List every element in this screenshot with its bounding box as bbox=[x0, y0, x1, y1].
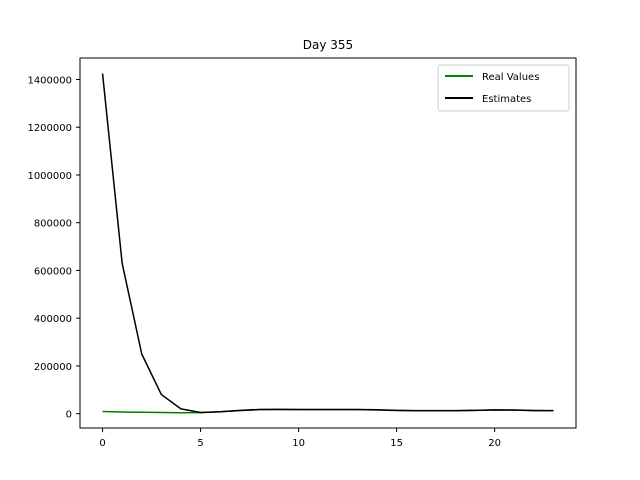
x-tick-label: 20 bbox=[488, 438, 501, 449]
y-tick-label: 800000 bbox=[34, 219, 72, 230]
x-tick-label: 5 bbox=[197, 438, 203, 449]
x-tick-label: 10 bbox=[292, 438, 305, 449]
y-tick-label: 400000 bbox=[34, 314, 72, 325]
chart-title: Day 355 bbox=[303, 38, 353, 52]
x-tick-label: 0 bbox=[99, 438, 105, 449]
plot-frame bbox=[79, 57, 577, 429]
series-line-estimates bbox=[101, 73, 554, 414]
x-tick-label: 15 bbox=[390, 438, 403, 449]
y-tick-label: 600000 bbox=[34, 266, 72, 277]
y-tick-label: 1000000 bbox=[27, 171, 72, 182]
y-tick-label: 1200000 bbox=[27, 123, 72, 134]
series-layer bbox=[101, 73, 554, 414]
legend: Real Values Estimates bbox=[437, 64, 570, 112]
y-tick-label: 200000 bbox=[34, 362, 72, 373]
legend-label-estimates: Estimates bbox=[482, 94, 531, 105]
y-tick-label: 0 bbox=[66, 410, 72, 421]
x-axis: 0 5 10 15 20 bbox=[99, 428, 501, 449]
y-axis: 0 200000 400000 600000 800000 1000000 1200000 1… bbox=[27, 75, 80, 421]
y-tick-label: 1400000 bbox=[27, 75, 72, 86]
legend-label-real-values: Real Values bbox=[482, 72, 539, 83]
